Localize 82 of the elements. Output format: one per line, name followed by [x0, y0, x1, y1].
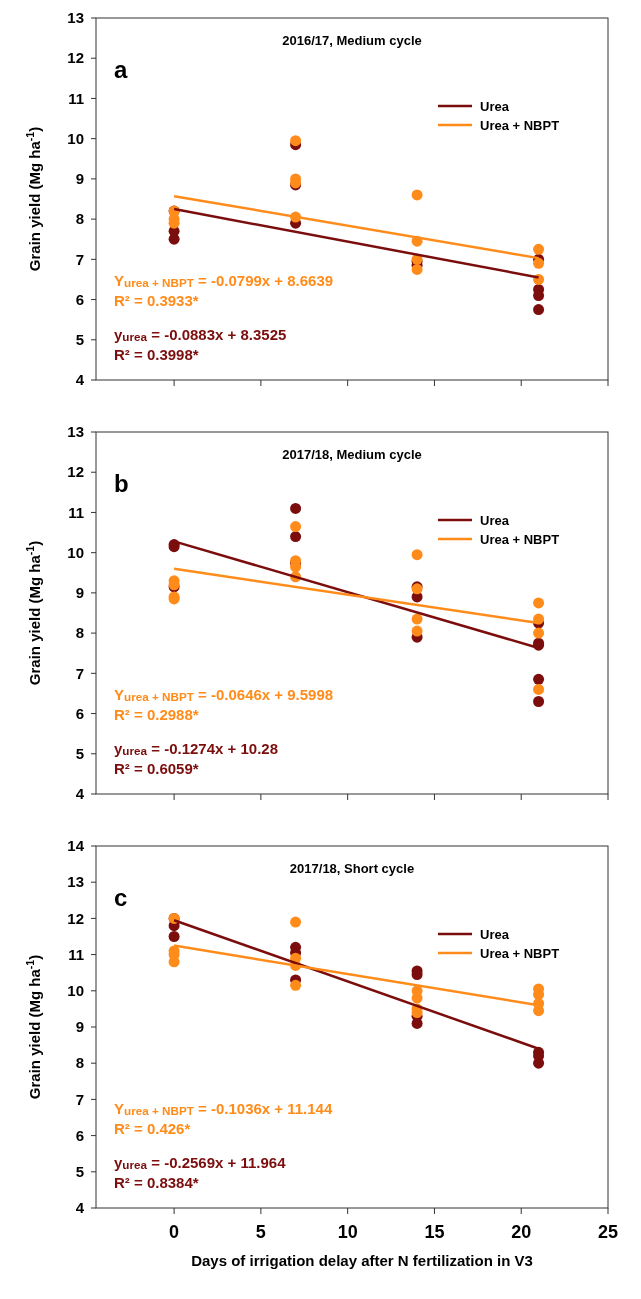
legend-label: Urea + NBPT	[480, 531, 560, 547]
point	[290, 135, 302, 147]
text: a	[114, 56, 128, 83]
y-tick-label: 6	[75, 704, 84, 722]
y-tick-label: 10	[67, 982, 84, 1000]
y-tick-label: 7	[75, 250, 84, 268]
y-tick-label: 12	[67, 909, 84, 927]
y-tick-label: 4	[75, 785, 85, 803]
x-tick-label: 10	[337, 1222, 358, 1242]
y-tick-label: 5	[75, 331, 84, 349]
y-tick-label: 11	[68, 503, 84, 521]
x-tick-label: 0	[169, 1222, 180, 1242]
legend-label: Urea + NBPT	[480, 945, 560, 961]
annotation: yurea = -0.0883x + 8.3525	[114, 326, 287, 343]
x-tick-label: 25	[597, 1222, 619, 1242]
y-tick-label: 5	[75, 1163, 84, 1181]
y-tick-label: 13	[67, 423, 84, 441]
point	[411, 549, 423, 561]
y-tick-label: 10	[67, 129, 84, 147]
point	[411, 625, 423, 637]
x-tick-label: 5	[255, 1222, 266, 1242]
point	[168, 931, 180, 942]
annotation: R² = 0.426*	[114, 1120, 191, 1137]
text: b	[114, 470, 129, 497]
annotation: Yurea + NBPT = -0.0799x + 8.6639	[114, 272, 334, 289]
y-tick-label: 13	[67, 9, 84, 27]
y-tick-label: 8	[75, 1054, 84, 1072]
point	[533, 673, 545, 685]
legend-label: Urea	[480, 512, 510, 528]
annotation: R² = 0.6059*	[114, 760, 199, 777]
text: 2017/18, Medium cycle	[282, 447, 422, 462]
y-tick-label: 10	[67, 543, 84, 561]
annotation: yurea = -0.2569x + 11.964	[114, 1154, 287, 1171]
y-tick-label: 6	[75, 290, 84, 308]
point	[533, 257, 545, 269]
y-tick-label: 8	[75, 624, 84, 642]
legend-label: Urea	[480, 926, 510, 942]
annotation: R² = 0.8384*	[114, 1174, 199, 1191]
legend-label: Urea	[480, 98, 510, 114]
annotation: Yurea + NBPT = -0.0646x + 9.5998	[114, 686, 334, 703]
point	[533, 683, 545, 695]
y-tick-label: 5	[75, 745, 84, 763]
y-tick-label: 13	[67, 873, 84, 891]
legend-label: Urea + NBPT	[480, 117, 560, 133]
x-tick-label: 15	[424, 1222, 445, 1242]
point	[411, 189, 423, 201]
point	[290, 502, 302, 514]
x-axis-title: Days of irrigation delay after N fertilization in V3	[191, 1252, 533, 1269]
y-tick-label: 8	[75, 210, 84, 228]
point	[290, 979, 302, 991]
y-tick-label: 11	[68, 89, 84, 107]
y-tick-label: 9	[75, 1018, 84, 1036]
y-tick-label: 9	[75, 170, 84, 188]
y-tick-label: 6	[75, 1126, 84, 1144]
point	[533, 243, 545, 255]
y-tick-label: 12	[67, 463, 84, 481]
y-tick-label: 12	[67, 49, 84, 67]
x-tick-label: 20	[511, 1222, 532, 1242]
point	[290, 521, 302, 533]
y-tick-label: 7	[75, 664, 84, 682]
y-tick-label: 4	[75, 1199, 85, 1217]
y-tick-label: 4	[75, 371, 85, 389]
point	[533, 597, 545, 609]
point	[533, 627, 545, 639]
y-tick-label: 11	[68, 945, 84, 963]
point	[290, 531, 302, 543]
text: c	[114, 884, 128, 911]
annotation: R² = 0.3933*	[114, 292, 199, 309]
y-tick-label: 14	[67, 837, 85, 855]
annotation: yurea = -0.1274x + 10.28	[114, 740, 278, 757]
annotation: R² = 0.2988*	[114, 706, 199, 723]
point	[533, 695, 545, 707]
y-tick-label: 9	[75, 584, 84, 602]
point	[290, 916, 302, 928]
point	[533, 304, 545, 316]
annotation: R² = 0.3998*	[114, 346, 199, 363]
text: 2016/17, Medium cycle	[282, 33, 422, 48]
text: 2017/18, Short cycle	[289, 861, 415, 876]
y-tick-label: 7	[75, 1090, 84, 1108]
annotation: Yurea + NBPT = -0.1036x + 11.144	[114, 1100, 333, 1117]
point	[411, 613, 423, 625]
point	[411, 263, 423, 275]
